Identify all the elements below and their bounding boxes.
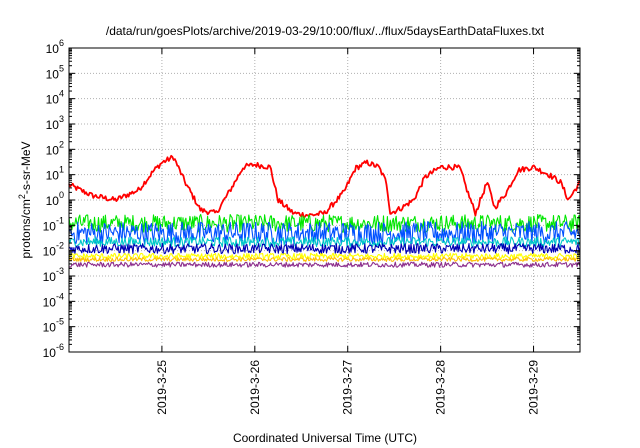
y-tick-label-exp: -2 <box>56 241 64 251</box>
series-line-3 <box>68 236 581 248</box>
x-tick-label: 2019-3-26 <box>248 360 262 415</box>
series-layer <box>68 154 581 268</box>
y-axis: 10610510410310210110010-110-210-310-410-… <box>43 38 580 360</box>
y-tick-label-exp: 3 <box>59 114 64 124</box>
y-tick-label: 103 <box>46 114 64 132</box>
y-tick-label-exp: 4 <box>59 89 64 99</box>
y-tick-label-base: 10 <box>46 67 60 81</box>
y-tick-label: 104 <box>46 89 64 107</box>
x-axis: 2019-3-25 2019-3-26 2019-3-27 2019-3-28 2019… <box>155 48 541 415</box>
y-tick-label-base: 10 <box>43 219 57 233</box>
y-tick-label-exp: 1 <box>59 165 64 175</box>
y-tick-label: 10-6 <box>43 342 64 360</box>
y-tick-label: 10-5 <box>43 317 64 335</box>
y-tick-label-base: 10 <box>46 143 60 157</box>
y-tick-label-exp: -6 <box>56 342 64 352</box>
x-tick-label: 2019-3-28 <box>434 360 448 415</box>
y-tick-label-exp: 5 <box>59 63 64 73</box>
y-tick-label-exp: -1 <box>56 215 64 225</box>
chart-title: /data/run/goesPlots/archive/2019-03-29/1… <box>106 24 545 38</box>
y-tick-label-base: 10 <box>46 93 60 107</box>
y-tick-label-base: 10 <box>43 245 57 259</box>
y-tick-label-exp: -5 <box>56 317 64 327</box>
y-axis-label-suffix: -s-sr-MeV <box>19 141 33 194</box>
y-tick-label: 105 <box>46 63 64 81</box>
series-line-6 <box>68 256 581 263</box>
series-line-4 <box>68 243 581 255</box>
y-tick-label-base: 10 <box>46 194 60 208</box>
y-tick-label-base: 10 <box>46 118 60 132</box>
y-tick-label: 100 <box>46 190 64 208</box>
y-tick-label: 10-2 <box>43 241 64 259</box>
y-tick-label-exp: 2 <box>59 139 64 149</box>
y-tick-label: 10-3 <box>43 266 64 284</box>
y-tick-label-base: 10 <box>43 270 57 284</box>
grid-lines <box>69 48 580 352</box>
y-axis-label-prefix: protons/cm <box>19 199 33 258</box>
y-tick-label-base: 10 <box>43 321 57 335</box>
x-tick-label: 2019-3-29 <box>527 360 541 415</box>
y-tick-label-exp: 0 <box>59 190 64 200</box>
x-axis-label: Coordinated Universal Time (UTC) <box>233 431 417 445</box>
y-tick-label-exp: 6 <box>59 38 64 48</box>
series-line-0 <box>68 154 581 219</box>
x-tick-label: 2019-3-25 <box>155 360 169 415</box>
y-tick-label-base: 10 <box>46 42 60 56</box>
y-tick-label-exp: -3 <box>56 266 64 276</box>
y-tick-label-exp: -4 <box>56 291 64 301</box>
series-line-5 <box>68 252 581 260</box>
y-axis-label: protons/cm2-s-sr-MeV <box>17 141 33 258</box>
y-tick-label: 106 <box>46 38 64 56</box>
series-line-7 <box>69 261 581 268</box>
x-tick-label: 2019-3-27 <box>341 360 355 415</box>
y-axis-label-sup: 2 <box>17 194 27 199</box>
y-tick-label: 10-4 <box>43 291 64 309</box>
y-tick-label-base: 10 <box>43 346 57 360</box>
y-tick-label-base: 10 <box>46 169 60 183</box>
y-tick-label: 10-1 <box>43 215 64 233</box>
series-line-2 <box>68 221 581 245</box>
y-tick-label: 101 <box>46 165 64 183</box>
y-tick-label: 102 <box>46 139 64 157</box>
y-tick-label-base: 10 <box>43 295 57 309</box>
